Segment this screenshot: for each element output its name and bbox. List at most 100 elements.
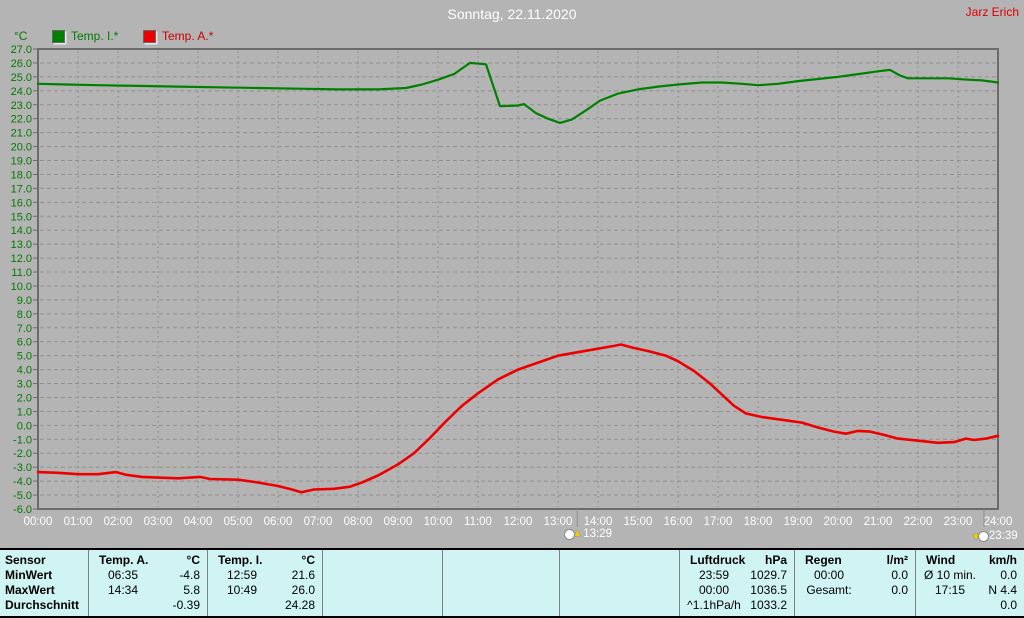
- x-axis-label: 16:00: [664, 516, 693, 528]
- y-axis-label: 16.0: [11, 197, 32, 209]
- cell-time: 00:00: [698, 583, 730, 597]
- temperature-chart: 27.0 26.0 25.0 24.0 23.0 22.0 21.0 20.0 19.018.0…: [11, 44, 1013, 528]
- cell-value: 5.8: [183, 583, 200, 597]
- x-axis-label: 10:00: [424, 516, 453, 528]
- cell-value: 24.28: [284, 598, 315, 612]
- x-axis-label: 07:00: [304, 516, 333, 528]
- sensor-name: Temp. A.: [99, 553, 149, 567]
- cell-time: [918, 598, 982, 613]
- x-axis-label: 23:00: [944, 516, 973, 528]
- x-axis-label: 13:00: [544, 516, 573, 528]
- y-axis-label: 9.0: [17, 295, 32, 307]
- x-axis-label: 05:00: [224, 516, 253, 528]
- x-axis-label: 08:00: [344, 516, 373, 528]
- y-axis-label: 6.0: [17, 337, 32, 349]
- cell-time: Gesamt:: [806, 583, 852, 597]
- x-axis-label: 03:00: [144, 516, 173, 528]
- y-axis-label: 5.0: [17, 351, 32, 363]
- y-axis-label: 14.0: [11, 225, 32, 237]
- cell-value: 0.0: [1000, 568, 1017, 582]
- row-label: MaxWert: [5, 583, 55, 597]
- sensor-unit: km/h: [988, 553, 1017, 567]
- moonset-marker: ▼ 23:39: [971, 528, 1018, 544]
- y-axis-label: 26.0: [11, 58, 32, 70]
- legend-label-temp-a: Temp. A.*: [162, 29, 214, 43]
- x-axis-label: 15:00: [624, 516, 653, 528]
- cell-value: 1033.2: [750, 598, 787, 612]
- plot-frame: [37, 48, 999, 510]
- y-axis-label: 10.0: [11, 281, 32, 293]
- x-axis-label: 12:00: [504, 516, 533, 528]
- cell-time: 00:00: [813, 568, 845, 582]
- y-axis-label: 18.0: [11, 169, 32, 181]
- sensor-name: Wind: [926, 553, 956, 567]
- sensor-group-empty-2: [322, 550, 442, 616]
- sensor-group-wind: Wind km/h Ø 10 min. 0.0 17:15 N 4.4 0.0: [915, 550, 1024, 616]
- y-axis-label: 13.0: [11, 239, 32, 251]
- y-axis-label: 23.0: [11, 100, 32, 112]
- sensor-group-temp-a: Temp. A. °C 06:35 -4.8 14:34 5.8 -0.39: [88, 550, 207, 616]
- y-axis-label: 7.0: [17, 323, 32, 335]
- y-axis-label: 2.0: [17, 392, 32, 404]
- y-axis-label: 27.0: [11, 44, 32, 56]
- x-axis-label: 20:00: [824, 516, 853, 528]
- row-label: Sensor: [5, 553, 46, 567]
- y-axis-label: -1.0: [13, 434, 32, 446]
- legend-item-temp-i: Temp. I.*: [52, 29, 118, 43]
- y-axis-label: 8.0: [17, 309, 32, 321]
- sensor-group-empty-4: [559, 550, 679, 616]
- x-axis-label: 14:00: [584, 516, 613, 528]
- marker-time: 13:29: [583, 528, 612, 540]
- cell-value: 0.0: [1000, 598, 1017, 612]
- x-axis-label: 21:00: [864, 516, 893, 528]
- series-line-temp-a: [36, 343, 1000, 494]
- cell-time: 23:59: [698, 568, 730, 582]
- sensor-unit: °C: [186, 553, 200, 567]
- sensor-group-empty-3: [442, 550, 559, 616]
- sensor-name: Luftdruck: [690, 553, 746, 567]
- y-axis-label: 4.0: [17, 365, 32, 377]
- cell-time: 06:35: [107, 568, 139, 582]
- moonrise-marker: ▲ 13:29: [564, 528, 612, 540]
- y-axis-label: 21.0: [11, 128, 32, 140]
- cell-time: 14:34: [107, 583, 139, 597]
- cell-value: -4.8: [179, 568, 200, 582]
- sensor-name: Regen: [805, 553, 842, 567]
- page-title: Sonntag, 22.11.2020: [447, 6, 577, 22]
- author-name: Jarz Erich: [965, 5, 1019, 19]
- y-axis-label: 1.0: [17, 406, 32, 418]
- temp-i-swatch-icon: [52, 29, 65, 43]
- row-label: MinWert: [5, 568, 53, 582]
- cell-value: 26.0: [291, 583, 315, 597]
- y-axis-label: -3.0: [13, 462, 32, 474]
- cell-value: 0.0: [891, 568, 908, 582]
- y-axis-label: 20.0: [11, 142, 32, 154]
- y-axis-label: 11.0: [11, 267, 32, 279]
- moon-icon: [977, 530, 989, 542]
- y-axis-label: 3.0: [17, 379, 32, 391]
- x-axis-label: 24:00: [984, 516, 1013, 528]
- summary-table: Sensor MinWert MaxWert Durchschnitt Temp. A.…: [0, 548, 1024, 618]
- x-axis-label: 06:00: [264, 516, 293, 528]
- y-axis-label: -5.0: [13, 490, 32, 502]
- y-axis-label: 24.0: [11, 86, 32, 98]
- y-axis-label: 22.0: [11, 114, 32, 126]
- arrow-down-icon: ▼: [971, 532, 981, 543]
- x-axis-label: 02:00: [104, 516, 133, 528]
- row-labels-column: Sensor MinWert MaxWert Durchschnitt: [0, 550, 88, 616]
- x-axis-label: 04:00: [184, 516, 213, 528]
- sensor-unit: °C: [301, 553, 315, 567]
- x-axis-label: 00:00: [24, 516, 53, 528]
- cell-value: 21.6: [291, 568, 315, 582]
- row-label: Durchschnitt: [5, 598, 80, 612]
- y-axis-label: 25.0: [11, 72, 32, 84]
- x-axis-label: 22:00: [904, 516, 933, 528]
- moon-icon: [564, 528, 576, 540]
- cell-time: [210, 598, 274, 613]
- cell-value: N 4.4: [988, 583, 1017, 597]
- x-axis-label: 11:00: [464, 516, 492, 528]
- cell-time: 17:15: [934, 583, 966, 597]
- sensor-unit: l/m²: [886, 553, 908, 567]
- cell-time: 12:59: [226, 568, 258, 582]
- cell-time: Ø 10 min.: [923, 568, 977, 582]
